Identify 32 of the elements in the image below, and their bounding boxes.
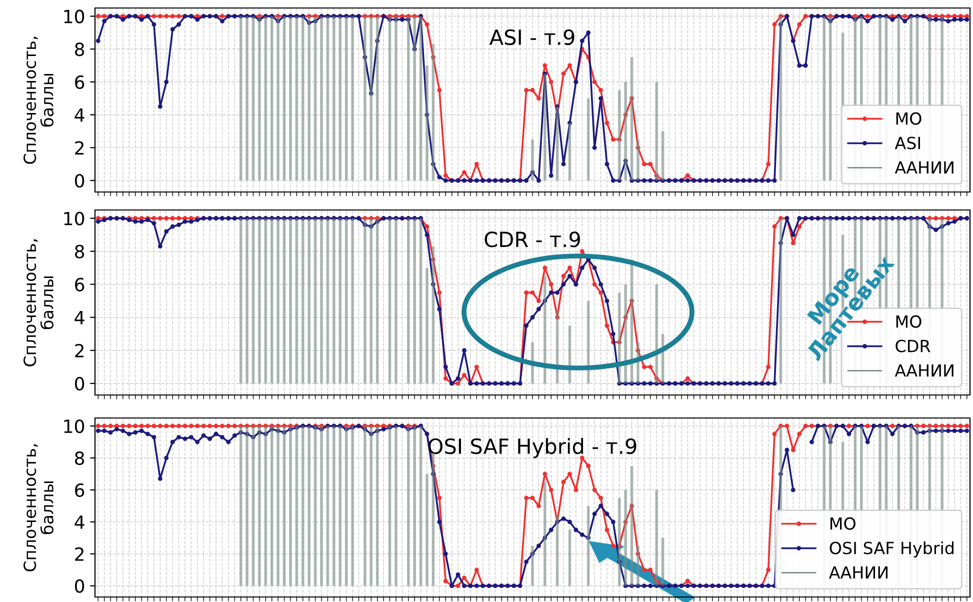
y-tick-label: 0	[74, 174, 84, 188]
y-tick-label: 6	[75, 75, 84, 90]
y-tick-label: 4	[74, 108, 84, 122]
y-tick-label: 10	[64, 212, 84, 226]
legend-label: ASI	[894, 136, 920, 150]
y-tick-label: 2	[75, 141, 84, 155]
legend-label: МО	[896, 112, 922, 125]
legend-label: ААНИИ	[894, 364, 954, 377]
y-axis-title: Сплоченность, баллы	[24, 444, 54, 572]
text: ASI - т.9	[489, 29, 574, 46]
text: CDR - т.9	[484, 232, 580, 248]
y-tick-label: 2	[75, 344, 84, 358]
y-tick-label: 8	[75, 451, 84, 466]
y-tick-label: 6	[75, 278, 84, 292]
y-tick-label: 2	[75, 547, 84, 561]
legend-label: МО	[830, 517, 856, 530]
legend-label: CDR	[896, 340, 930, 352]
y-tick-label: 0	[74, 579, 84, 593]
y-axis-title: Сплоченность, баллы	[24, 239, 54, 366]
y-axis-title: Сплоченность, баллы	[24, 36, 54, 164]
legend-label: OSI SAF Hybrid	[830, 541, 954, 558]
legend-label: МО	[896, 315, 922, 328]
y-tick-label: 8	[75, 42, 84, 56]
y-tick-label: 10	[64, 10, 84, 24]
y-tick-label: 10	[64, 419, 84, 434]
y-tick-label: 6	[75, 483, 84, 498]
y-tick-label: 0	[74, 376, 84, 391]
y-tick-label: 4	[74, 311, 84, 324]
legend-label: ААНИИ	[894, 161, 954, 174]
y-tick-label: 4	[74, 516, 84, 529]
y-tick-label: 8	[75, 244, 84, 258]
legend-label: ААНИИ	[828, 566, 888, 579]
